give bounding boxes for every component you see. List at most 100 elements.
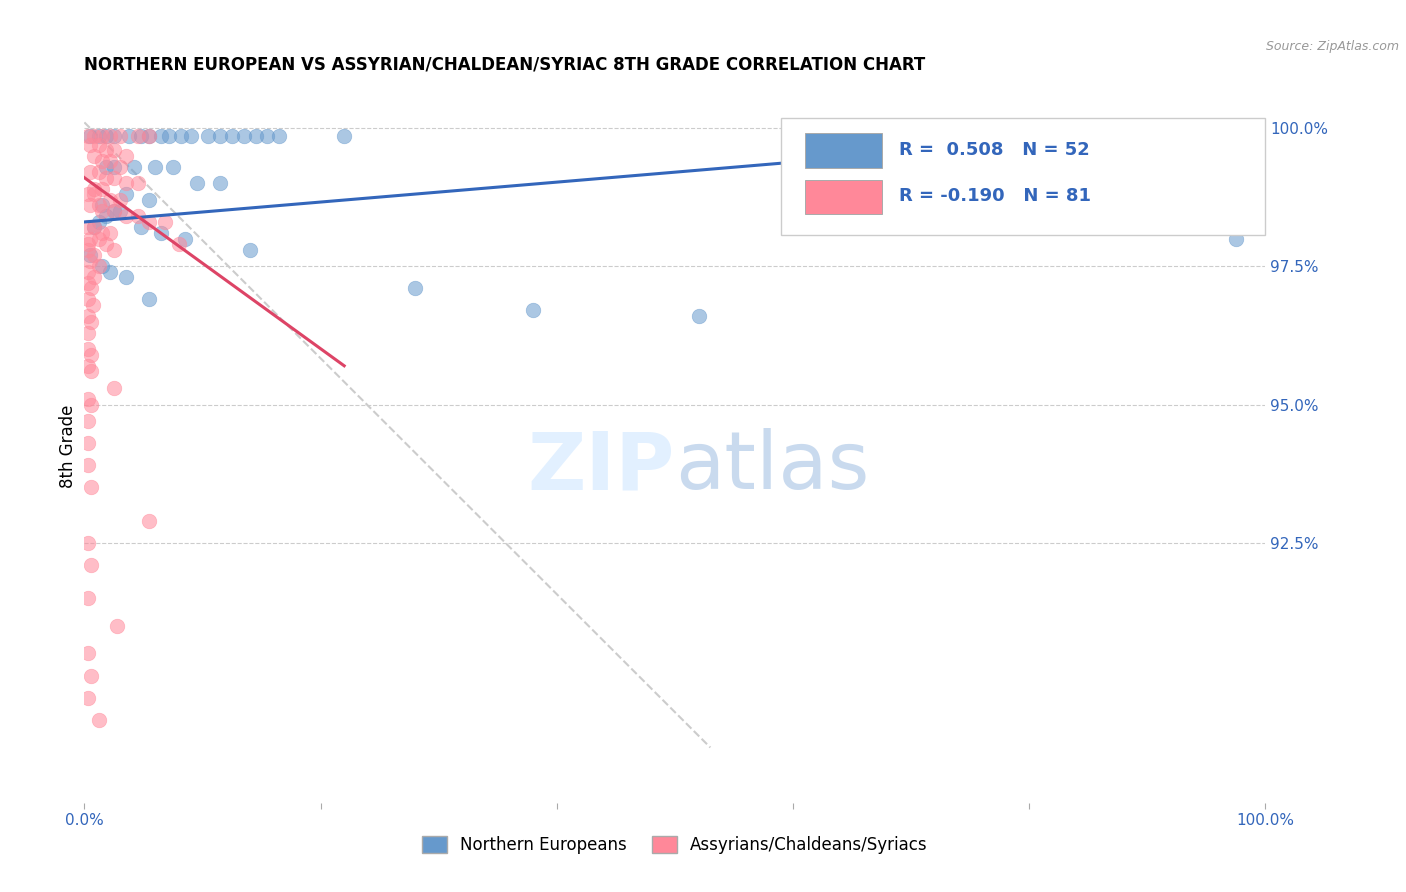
Point [118,129,141,144]
Point [77,326,100,340]
Bar [804,180,882,214]
Bar [804,134,882,168]
Point [77,436,100,450]
Point [79,198,101,212]
Point [138,514,160,528]
Point [83,248,105,262]
Point [1225,231,1247,245]
Point [77,414,100,428]
Point [94,237,117,252]
Point [688,309,710,323]
Point [108,193,131,207]
Point [87,259,110,273]
Point [107,619,129,633]
Point [94,129,117,144]
Point [87,198,110,212]
Point [256,129,278,144]
Y-axis label: 8th Grade: 8th Grade [59,404,77,488]
Point [83,129,105,144]
Point [77,690,100,705]
Point [80,668,103,682]
Point [269,129,291,144]
Point [79,129,101,144]
Point [153,215,176,229]
Point [114,210,136,224]
Point [1112,129,1135,144]
Point [129,129,152,144]
Point [170,129,193,144]
Point [122,160,145,174]
Point [87,231,110,245]
Point [209,129,232,144]
Point [91,226,114,240]
Text: ZIP: ZIP [527,428,675,507]
Point [91,154,114,169]
Point [114,270,136,285]
Point [98,129,121,144]
Point [77,129,100,144]
Point [83,187,105,202]
Point [77,265,100,279]
Text: atlas: atlas [675,428,869,507]
Point [103,160,125,174]
Point [245,129,267,144]
Legend: Northern Europeans, Assyrians/Chaldeans/Syriacs: Northern Europeans, Assyrians/Chaldeans/… [413,828,936,863]
Point [83,270,105,285]
Point [80,348,103,362]
Point [180,129,202,144]
Point [232,129,254,144]
Point [143,160,166,174]
Point [91,259,114,273]
Point [150,226,173,240]
Point [994,129,1017,144]
Text: NORTHERN EUROPEAN VS ASSYRIAN/CHALDEAN/SYRIAC 8TH GRADE CORRELATION CHART: NORTHERN EUROPEAN VS ASSYRIAN/CHALDEAN/S… [84,56,925,74]
Point [77,187,100,202]
Point [80,364,103,378]
Point [138,193,160,207]
Point [98,265,121,279]
Point [80,397,103,411]
Point [82,298,104,312]
Point [83,148,105,162]
Point [806,129,828,144]
Point [83,220,105,235]
Point [98,154,121,169]
Point [108,160,131,174]
Point [77,359,100,373]
Point [103,143,125,157]
Point [91,203,114,218]
Point [79,137,101,152]
Point [94,170,117,185]
Point [108,129,131,144]
Point [103,129,125,144]
Point [79,253,101,268]
Point [87,129,110,144]
Point [83,182,105,196]
Point [91,129,114,144]
Point [167,237,190,252]
Point [91,198,114,212]
Point [94,143,117,157]
Point [186,176,208,190]
Point [80,481,103,495]
Point [150,129,173,144]
Point [127,176,149,190]
Point [77,536,100,550]
Point [333,129,356,144]
Point [94,160,117,174]
Point [876,129,898,144]
Point [98,226,121,240]
Point [77,392,100,406]
Point [138,215,160,229]
Point [404,281,426,295]
Point [197,129,219,144]
Text: Source: ZipAtlas.com: Source: ZipAtlas.com [1265,40,1399,54]
Point [87,137,110,152]
Point [522,303,544,318]
Point [114,148,136,162]
Point [157,129,180,144]
Point [77,276,100,290]
Point [77,591,100,606]
Point [80,558,103,572]
Point [79,165,101,179]
